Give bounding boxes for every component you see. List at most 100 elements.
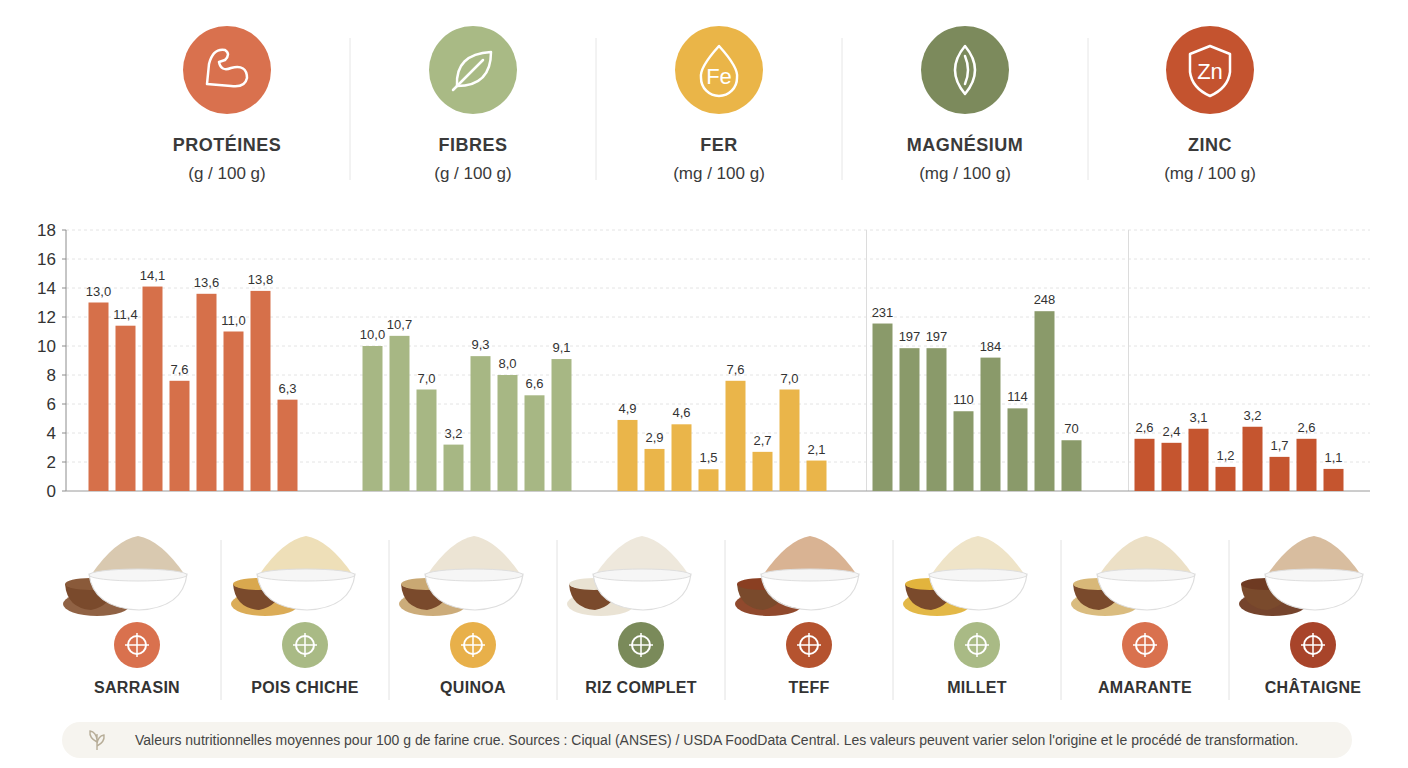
y-tick-label: 6 [47,395,56,414]
data-label: 13,0 [86,284,111,299]
icon-label: Zn [1197,59,1223,84]
bar [471,356,491,491]
category-icon-glyph [125,633,149,657]
divider [1088,38,1089,180]
data-label: 7,0 [780,371,798,386]
y-tick [62,230,66,231]
data-label: 2,6 [1135,420,1153,435]
category-icon-glyph [629,633,653,657]
category-icon [954,622,1000,668]
divider [1061,540,1062,700]
header: PROTÉINES(g / 100 g)FIBRES(g / 100 g)FeF… [173,26,1256,183]
data-label: 8,0 [498,356,516,371]
bowl-rim [257,569,355,581]
icon-glyph [453,60,483,90]
bar [197,294,217,491]
y-tick-label: 0 [47,482,56,501]
bar [753,452,773,491]
data-label: 70 [1064,421,1078,436]
bars [89,287,1344,491]
data-label: 110 [953,392,974,407]
bowl-rim [89,569,187,581]
data-label: 2,4 [1162,424,1180,439]
bar [1270,457,1290,491]
data-label: 4,9 [618,401,636,416]
footnote: Valeurs nutritionnelles moyennes pour 10… [62,722,1352,758]
bar [417,390,437,492]
category-icon-glyph [1133,633,1157,657]
grid-line [66,288,1370,289]
bar [645,449,665,491]
divider [1229,540,1230,700]
data-label: 7,0 [417,371,435,386]
bowl-rim [1097,569,1195,581]
bar [170,381,190,491]
category-icon-glyph [293,633,317,657]
bar [981,358,1001,491]
bar [444,445,464,491]
data-label: 9,1 [552,340,570,355]
bar [552,359,572,491]
data-label: 1,7 [1270,438,1288,453]
data-label: 114 [1007,389,1028,404]
bar [954,411,974,491]
y-tick [62,288,66,289]
categories: SARRASINPOIS CHICHEQUINOARIZ COMPLETTEFF… [63,536,1363,700]
bar [1135,439,1155,491]
y-axis [1128,230,1129,491]
data-label: 11,0 [221,313,245,328]
icon-label: Fe [706,64,732,89]
bar [1062,440,1082,491]
footnote-text: Valeurs nutritionnelles moyennes pour 10… [135,732,1298,748]
bowl-rim [593,569,691,581]
data-label: 7,6 [726,362,744,377]
bar [116,326,136,491]
category-icon-glyph [461,633,485,657]
bar [1243,427,1263,491]
data-label: 3,2 [1243,408,1261,423]
x-tick-label: SARRASIN [94,679,180,696]
bar [251,291,271,491]
data-label: 10,7 [387,317,412,332]
bar [89,303,109,492]
icon-glyph [1190,46,1230,96]
bar [390,336,410,491]
icon-glyph [965,56,968,84]
icon-circle [1166,26,1254,114]
panel-subtitle: (mg / 100 g) [1164,164,1256,183]
x-tick-label: QUINOA [440,679,506,696]
bar [1189,429,1209,491]
footnote-box [62,722,1352,758]
data-label: 14,1 [140,268,165,283]
bar [498,375,518,491]
data-label: 2,9 [645,430,663,445]
y-tick [62,491,66,492]
icon-glyph [701,46,737,96]
category-icon [282,622,328,668]
bar [699,469,719,491]
category-icon-glyph [797,633,821,657]
y-tick-label: 4 [47,424,56,443]
y-tick-label: 10 [37,337,56,356]
icon-circle [921,26,1009,114]
data-labels: 13,011,414,17,613,611,013,86,310,010,77,… [86,268,1343,466]
panel-title: FIBRES [438,135,507,155]
divider [596,38,597,180]
y-tick [62,375,66,376]
panel-subtitle: (mg / 100 g) [919,164,1011,183]
category-icon [786,622,832,668]
y-tick-label: 18 [37,221,56,240]
data-label: 1,1 [1324,450,1342,465]
panel-subtitle: (mg / 100 g) [673,164,765,183]
divider [842,38,843,180]
y-tick-label: 8 [47,366,56,385]
bar [363,346,383,491]
category-icon [1290,622,1336,668]
data-label: 248 [1034,292,1056,307]
bowl-rim [929,569,1027,581]
bar [224,332,244,492]
y-tick-label: 14 [37,279,56,298]
bowl-rim [425,569,523,581]
bar [807,461,827,491]
divider [725,540,726,700]
